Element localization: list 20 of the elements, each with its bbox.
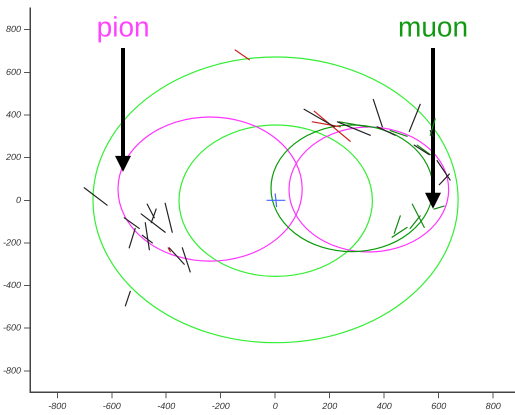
y-tick-label: -200	[3, 237, 22, 248]
y-tick-label: 600	[6, 66, 22, 77]
x-tick-label: -600	[102, 401, 121, 412]
y-tick-label: -400	[3, 280, 22, 290]
x-tick-label: 200	[321, 401, 338, 412]
y-tick-label: 0	[16, 194, 22, 205]
x-tick-label: 400	[376, 401, 392, 412]
x-tick-label: -800	[48, 401, 66, 412]
annotation: pion	[96, 11, 150, 42]
x-tick-label: 600	[431, 401, 446, 412]
x-tick-label: 800	[486, 401, 501, 412]
y-tick-label: 200	[4, 152, 22, 162]
x-tick-label: 0	[272, 401, 278, 412]
y-tick-label: 800	[6, 24, 22, 34]
y-tick-label: -800	[3, 365, 22, 376]
y-tick-label: -600	[3, 322, 22, 333]
y-tick-label: 400	[6, 110, 22, 120]
x-tick-label: -400	[157, 401, 176, 412]
x-tick-label: -200	[212, 401, 230, 412]
annotation: muon	[398, 11, 468, 42]
